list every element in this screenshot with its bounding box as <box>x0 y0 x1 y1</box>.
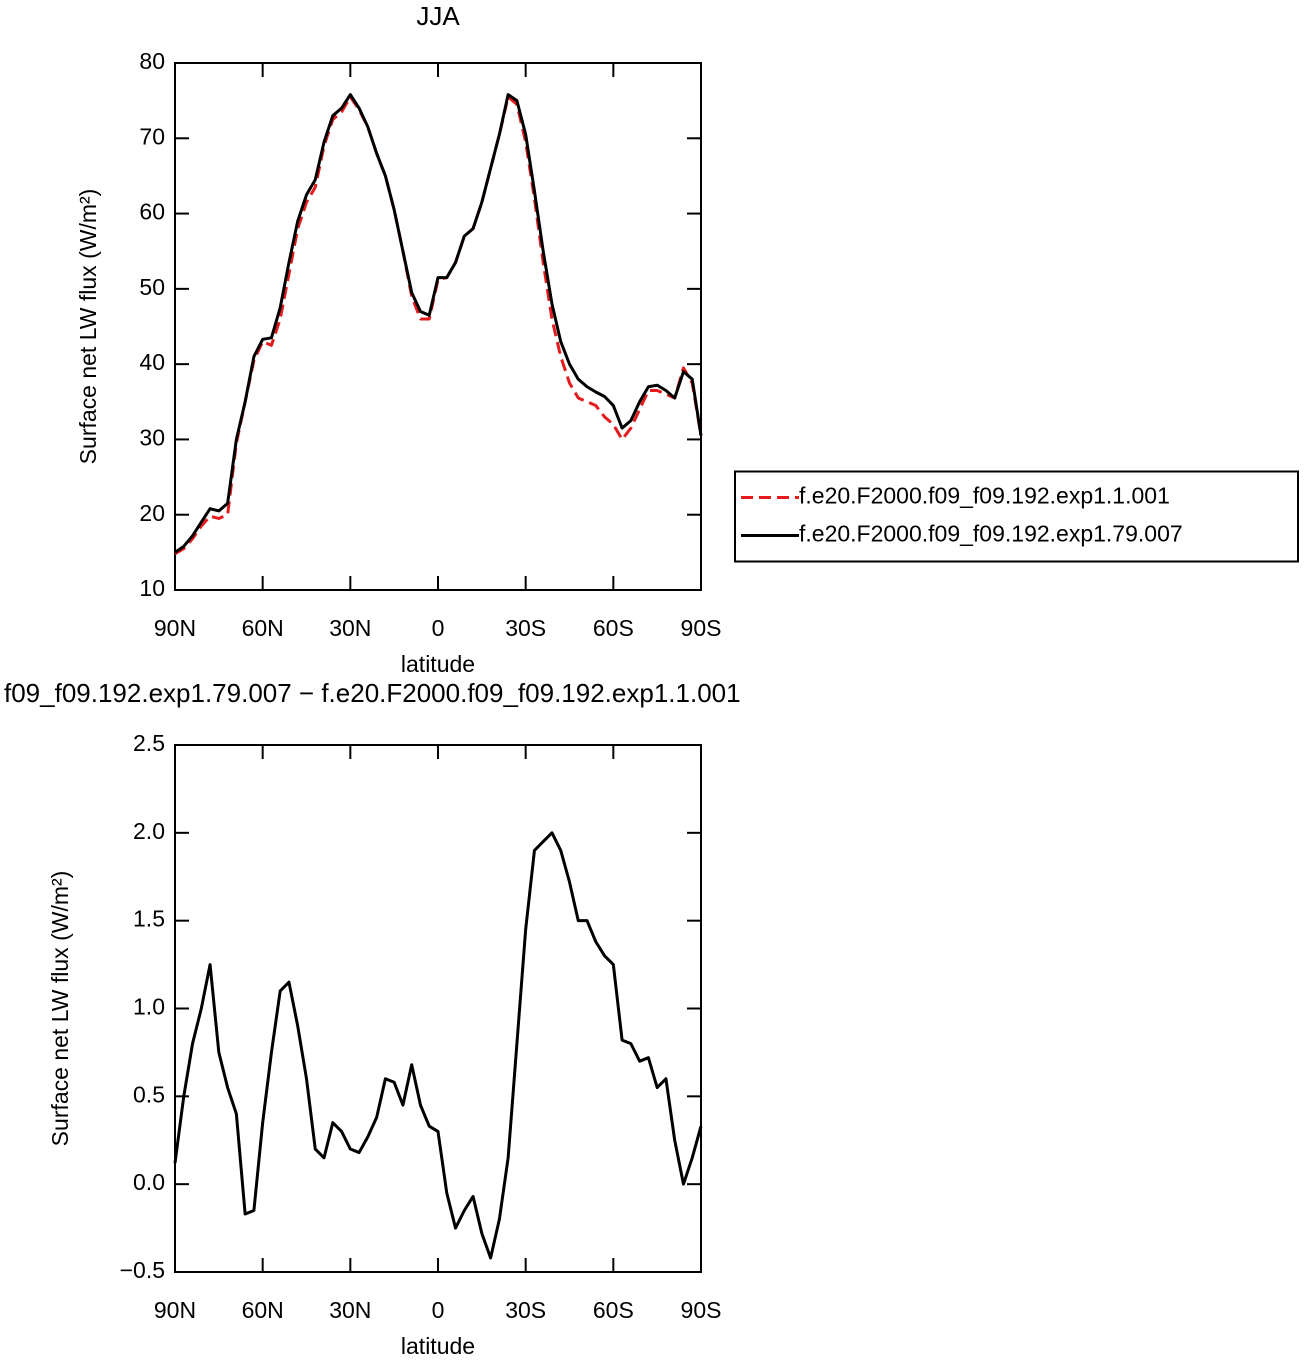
y-tick-label: −0.5 <box>120 1257 165 1283</box>
x-tick-label: 60S <box>593 615 634 641</box>
x-tick-label: 0 <box>432 615 445 641</box>
y-tick-label: 1.0 <box>133 994 165 1020</box>
x-tick-label: 60N <box>242 615 284 641</box>
x-tick-label: 60N <box>242 1297 284 1323</box>
x-tick-label: 90N <box>154 1297 196 1323</box>
y-tick-label: 20 <box>139 500 165 526</box>
legend-label: f.e20.F2000.f09_f09.192.exp1.79.007 <box>799 521 1183 547</box>
x-tick-label: 90S <box>681 615 722 641</box>
data-line <box>173 831 703 1260</box>
y-tick-label: 50 <box>139 274 165 300</box>
y-tick-label: 1.5 <box>133 906 165 932</box>
x-tick-label: 30S <box>505 1297 546 1323</box>
chart-title: JJA <box>416 1 460 31</box>
data-line <box>174 95 703 556</box>
x-tick-label: 90S <box>681 1297 722 1323</box>
y-tick-label: 2.5 <box>133 730 165 756</box>
chart-title: f09_f09.192.exp1.79.007 − f.e20.F2000.f0… <box>4 678 741 708</box>
plot-frame <box>174 744 702 1273</box>
y-tick-label: 30 <box>139 425 165 451</box>
data-line <box>174 93 703 554</box>
y-tick-label: 70 <box>139 123 165 149</box>
y-tick-label: 0.5 <box>133 1081 165 1107</box>
x-tick-label: 90N <box>154 615 196 641</box>
x-axis-label: latitude <box>401 651 475 677</box>
y-tick-label: 10 <box>139 575 165 601</box>
y-tick-label: 80 <box>139 48 165 74</box>
y-axis-label: Surface net LW flux (W/m²) <box>47 871 73 1147</box>
y-tick-label: 2.0 <box>133 818 165 844</box>
x-tick-label: 30S <box>505 615 546 641</box>
legend-label: f.e20.F2000.f09_f09.192.exp1.1.001 <box>799 483 1170 509</box>
x-tick-label: 0 <box>432 1297 445 1323</box>
plot-frame <box>174 62 702 591</box>
y-tick-label: 60 <box>139 199 165 225</box>
x-tick-label: 60S <box>593 1297 634 1323</box>
legend-box <box>734 470 1299 563</box>
x-tick-label: 30N <box>329 1297 371 1323</box>
y-tick-label: 0.0 <box>133 1169 165 1195</box>
y-axis-label: Surface net LW flux (W/m²) <box>75 189 101 465</box>
y-tick-label: 40 <box>139 349 165 375</box>
x-axis-label: latitude <box>401 1333 475 1359</box>
x-tick-label: 30N <box>329 615 371 641</box>
